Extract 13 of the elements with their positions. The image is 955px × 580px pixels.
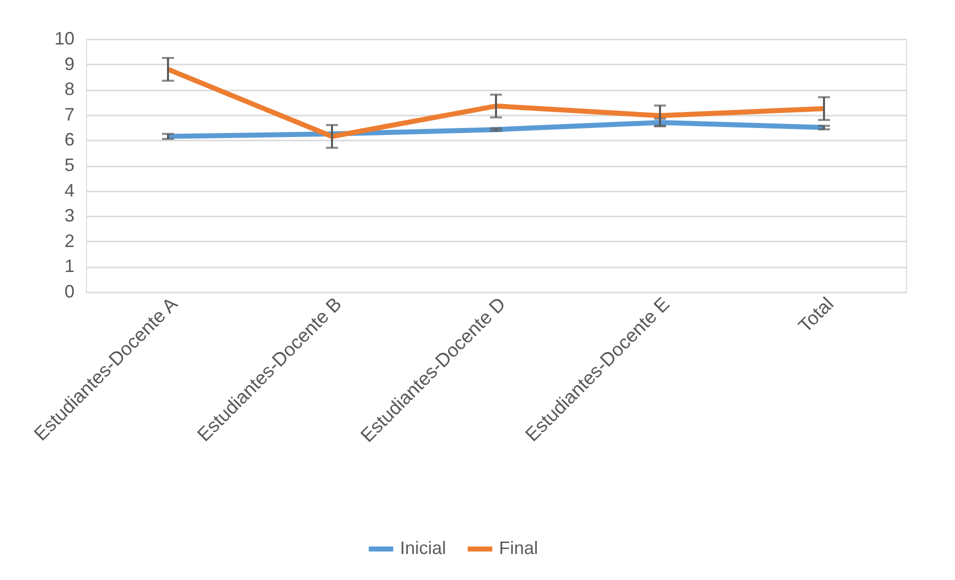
legend-label: Final — [499, 538, 538, 558]
y-tick-label: 9 — [64, 54, 74, 74]
y-tick-label: 5 — [64, 155, 74, 175]
y-tick-label: 4 — [64, 180, 74, 200]
y-tick-label: 8 — [64, 79, 74, 100]
y-tick-label: 0 — [64, 282, 74, 302]
y-tick-label: 7 — [64, 104, 74, 124]
y-tick-label: 6 — [64, 130, 74, 150]
y-tick-label: 3 — [64, 206, 74, 226]
y-tick-label: 1 — [64, 256, 74, 276]
y-tick-label: 2 — [64, 230, 74, 251]
y-tick-label: 10 — [54, 28, 74, 48]
legend-label: Inicial — [400, 538, 446, 558]
